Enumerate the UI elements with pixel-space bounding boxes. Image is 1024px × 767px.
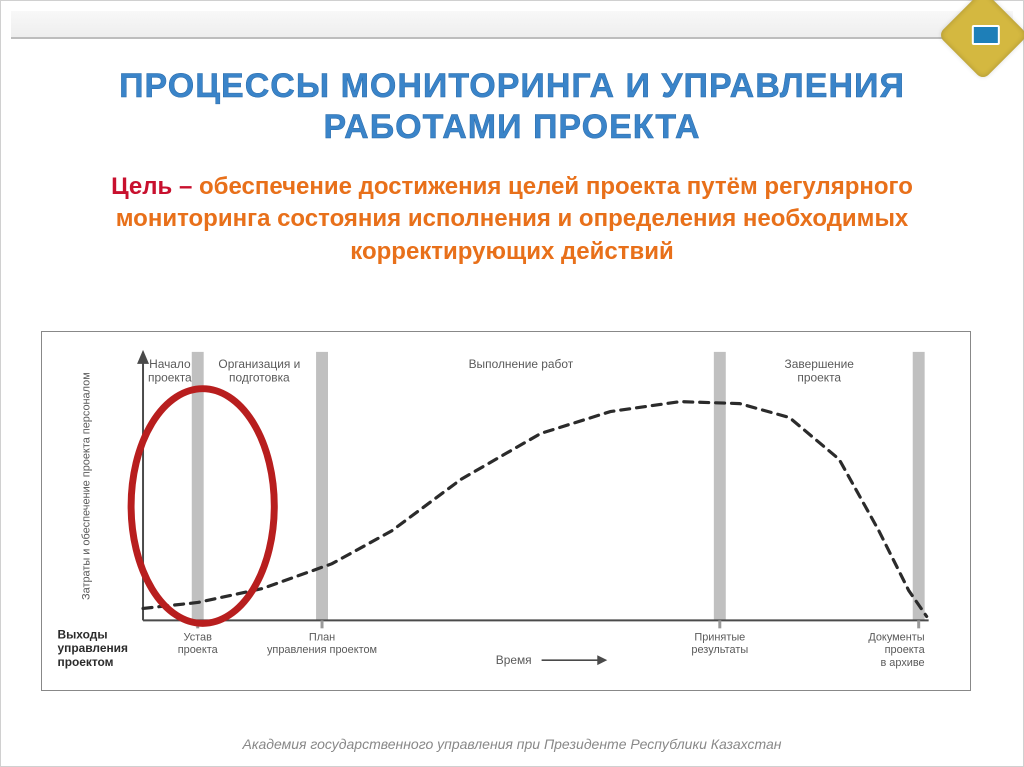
output-label: в архиве [880, 657, 924, 669]
y-axis-label: Затраты и обеспечение проекта персоналом [80, 372, 92, 600]
chart-svg: НачалопроектаОрганизация иподготовкаВыпо… [42, 332, 970, 690]
phase-label: подготовка [229, 371, 290, 385]
title-line1: ПРОЦЕССЫ МОНИТОРИНГА И УПРАВЛЕНИЯ [119, 67, 905, 105]
title-line2: РАБОТАМИ ПРОЕКТА [323, 108, 700, 146]
phase-label: Начало [149, 357, 191, 371]
output-label: Принятые [694, 631, 745, 643]
goal-text: обеспечение достижения целей проекта пут… [116, 173, 913, 265]
outputs-row-label: Выходы [58, 627, 108, 641]
output-label: проекта [885, 644, 926, 656]
phase-divider [913, 352, 925, 621]
footer-text: Академия государственного управления при… [1, 736, 1023, 752]
phase-divider [714, 352, 726, 621]
y-axis-arrow-icon [137, 350, 149, 364]
phase-label: проекта [148, 371, 192, 385]
output-label: управления проектом [267, 644, 377, 656]
outputs-row-label: проектом [58, 655, 114, 669]
phase-label: Организация и [218, 357, 300, 371]
goal-paragraph: Цель – обеспечение достижения целей прое… [81, 171, 943, 268]
slide-title: ПРОЦЕССЫ МОНИТОРИНГА И УПРАВЛЕНИЯ РАБОТА… [1, 66, 1023, 148]
x-axis-arrow-icon [597, 655, 607, 665]
phase-divider [316, 352, 328, 621]
goal-label: Цель – [111, 173, 192, 200]
phase-label: Завершение [785, 357, 855, 371]
output-label: Устав [184, 631, 213, 643]
x-axis-label: Время [496, 653, 532, 667]
output-label: проекта [178, 644, 219, 656]
outputs-row-label: управления [58, 641, 128, 655]
output-label: Документы [868, 631, 924, 643]
output-label: План [309, 631, 335, 643]
output-label: результаты [691, 644, 748, 656]
slide-top-band [11, 11, 1013, 39]
phase-label: Выполнение работ [469, 357, 574, 371]
project-lifecycle-chart: НачалопроектаОрганизация иподготовкаВыпо… [41, 331, 971, 691]
phase-label: проекта [797, 371, 841, 385]
